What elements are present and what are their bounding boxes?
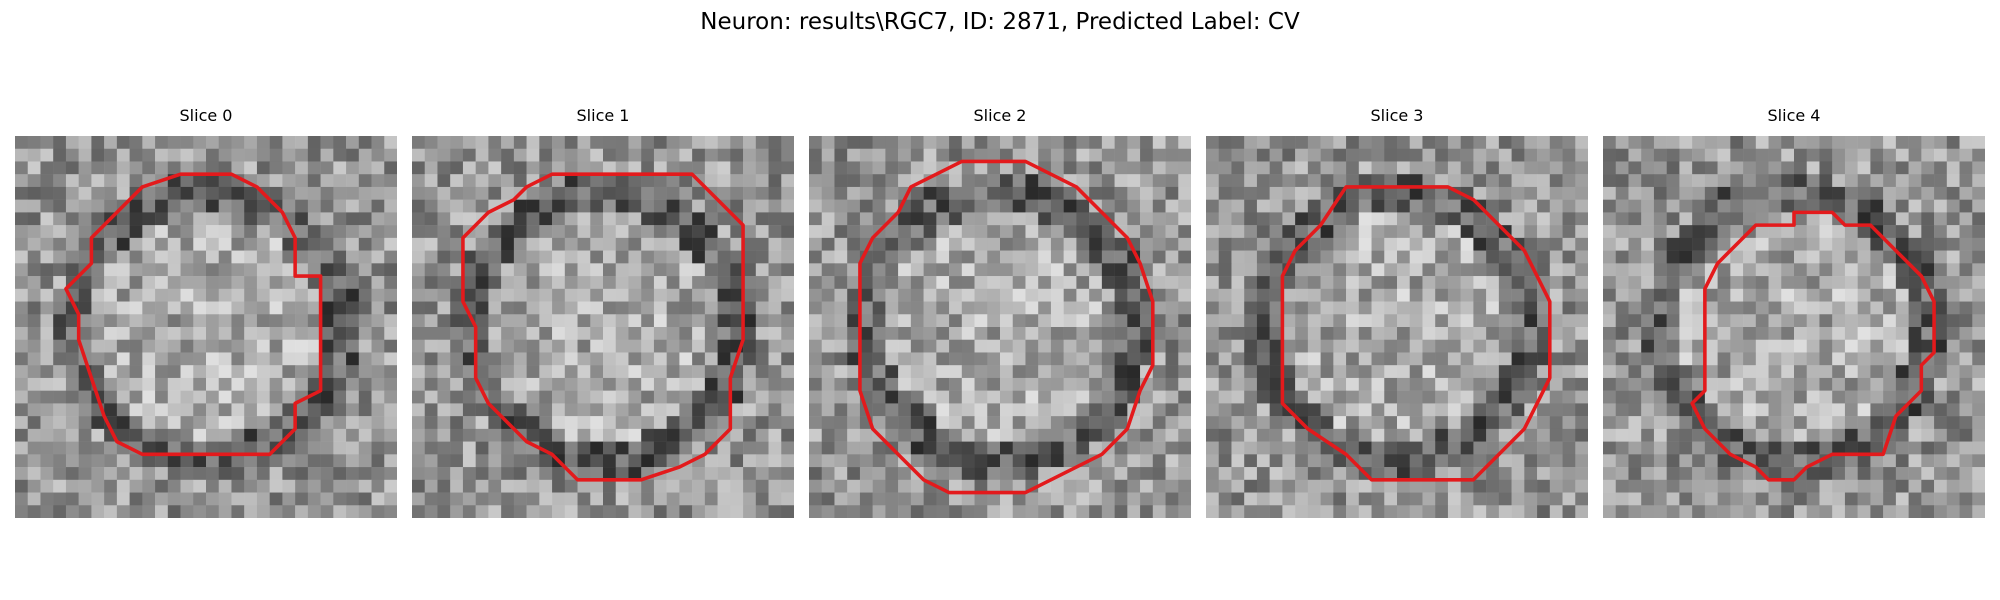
slice-image-2 [809,136,1191,518]
slice-image-3 [1206,136,1588,518]
slice-image-4 [1603,136,1985,518]
cell-contour-3 [1280,185,1552,482]
slice-pixels-3 [1206,136,1588,518]
slice-panel-3: Slice 3 [1206,106,1588,518]
slice-panel-1: Slice 1 [412,106,794,518]
slice-panel-2: Slice 2 [809,106,1191,518]
slice-title-4: Slice 4 [1767,106,1821,125]
cell-contour-2 [858,159,1155,495]
slice-pixels-2 [809,136,1191,518]
slice-title-0: Slice 0 [179,106,233,125]
slice-title-3: Slice 3 [1370,106,1424,125]
slice-pixels-1 [412,136,794,518]
slice-pixels-4 [1603,136,1985,518]
slice-title-1: Slice 1 [576,106,630,125]
cell-contour-0 [64,172,323,457]
slice-title-2: Slice 2 [973,106,1027,125]
cell-contour-4 [1690,210,1936,482]
slice-panel-0: Slice 0 [15,106,397,518]
figure-title: Neuron: results\RGC7, ID: 2871, Predicte… [700,9,1300,35]
slice-image-0 [15,136,397,518]
slice-pixels-0 [15,136,397,518]
slice-image-1 [412,136,794,518]
slice-panel-4: Slice 4 [1603,106,1985,518]
cell-contour-1 [461,172,745,482]
